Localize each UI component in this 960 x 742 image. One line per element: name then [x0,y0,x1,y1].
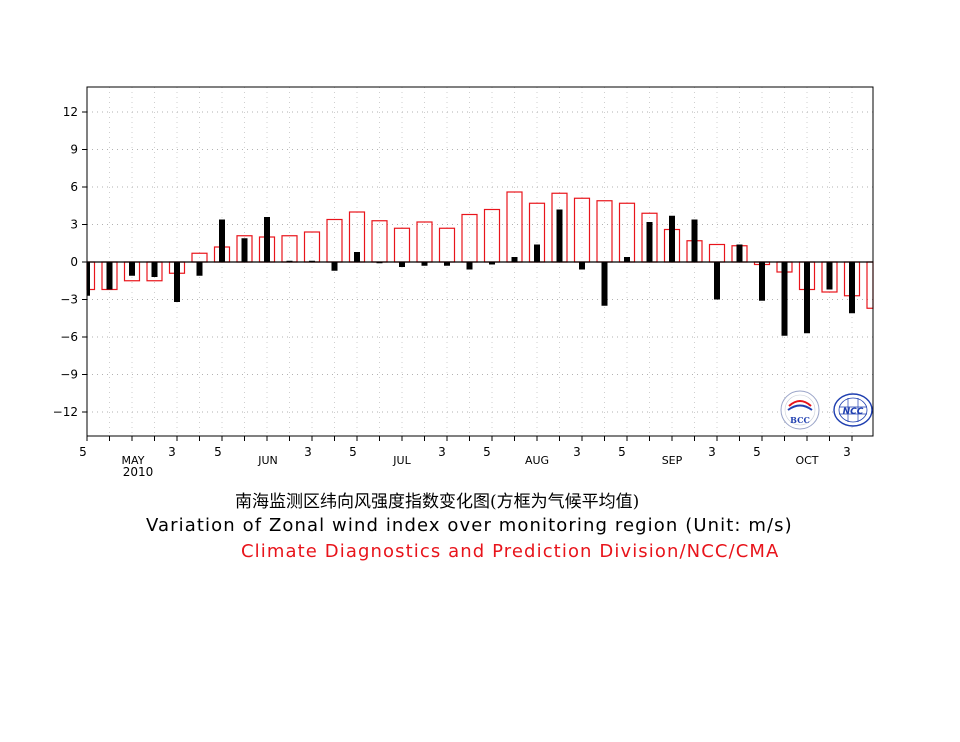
observed-bar [421,262,428,266]
y-tick-label: 0 [70,255,78,269]
x-tick-label: 3 [438,445,446,459]
observed-bar [849,262,855,314]
month-label: MAY [122,454,145,467]
observed-bars [87,209,855,336]
y-tick-label: −6 [60,330,78,344]
observed-bar [759,262,765,301]
observed-bar [196,262,203,276]
x-tick-label: 3 [168,445,176,459]
x-tick-label: 3 [708,445,716,459]
observed-bar [444,262,450,266]
observed-bar [511,257,518,262]
climatology-bars [86,191,874,309]
y-tick-label: 9 [70,143,78,157]
observed-bar [241,238,248,262]
observed-bar [376,262,383,264]
ncc-logo: NCC [833,393,873,427]
x-axis: 5 3 5 3 5 3 5 3 5 3 5 3 MAY JUN JUL AUG SEP OCT 2010 [79,436,853,479]
y-tick-label: −3 [60,293,78,307]
x-tick-label: 5 [483,445,491,459]
organization-caption: Climate Diagnostics and Prediction Divis… [241,541,780,562]
observed-bar [87,262,90,296]
grid-lines [87,87,873,436]
chart-title-chinese: 南海监测区纬向风强度指数变化图(方框为气候平均值) [235,492,640,512]
observed-bar [151,262,158,277]
month-label: JUN [257,454,278,467]
observed-bar [669,215,675,262]
observed-bar [646,222,653,262]
observed-bar [624,257,630,262]
y-tick-label: 3 [70,218,78,232]
y-tick-label: 12 [63,105,78,119]
observed-bar [106,262,113,290]
climatology-bar [281,235,298,263]
x-tick-label: 5 [618,445,626,459]
observed-bar [489,262,495,265]
bcc-logo-text: BCC [790,415,810,425]
climatology-bar [371,220,388,263]
x-tick-label: 3 [573,445,581,459]
y-axis: −12 −9 −6 −3 0 3 6 9 12 [53,105,87,419]
month-label: JUL [392,454,411,467]
x-tick-label: 3 [843,445,851,459]
observed-bar [804,262,810,334]
chart-title-english: Variation of Zonal wind index over monit… [146,515,793,536]
observed-bar [826,262,833,290]
x-tick-label: 5 [753,445,761,459]
observed-bar [399,262,405,267]
bcc-logo: BCC [780,390,820,430]
climatology-bar [438,227,456,263]
month-label: AUG [525,454,549,467]
climatology-bar [326,218,343,263]
observed-bar [601,262,608,306]
ncc-logo-text: NCC [843,407,864,417]
y-tick-label: −9 [60,368,78,382]
observed-bar [534,244,540,262]
observed-bar [331,262,338,271]
month-label: OCT [795,454,818,467]
x-tick-label: 3 [304,445,312,459]
climatology-bar [461,213,478,263]
observed-bar [736,244,743,262]
observed-bar [264,217,270,262]
observed-bar [466,262,473,270]
observed-bar [714,262,720,300]
observed-bar [579,262,585,270]
climatology-bar [393,227,411,263]
x-tick-label: 5 [214,445,222,459]
y-tick-label: 6 [70,180,78,194]
observed-bar [174,262,180,302]
observed-bar [781,262,788,336]
x-tick-label: 5 [79,445,87,459]
observed-bar [354,252,360,262]
month-label: SEP [662,454,683,467]
observed-bar [309,260,315,262]
observed-bar [219,219,225,262]
observed-bar [286,260,293,262]
observed-bar [556,209,563,262]
observed-bar [691,219,698,262]
y-tick-label: −12 [53,405,78,419]
climatology-bar [866,261,874,309]
observed-bar [129,262,135,276]
x-tick-label: 5 [349,445,357,459]
year-label: 2010 [123,465,154,479]
